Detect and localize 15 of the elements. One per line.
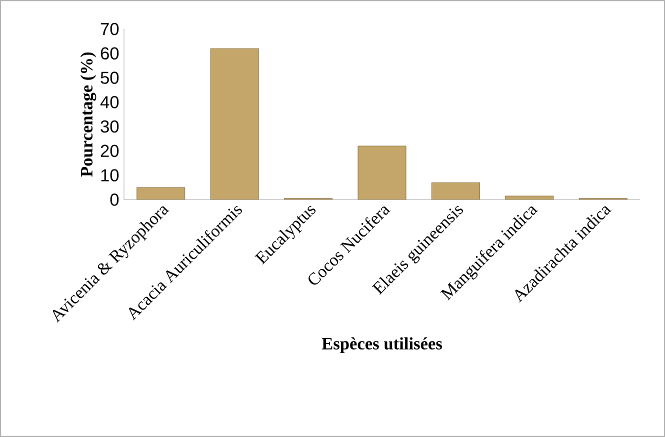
- bar: [431, 182, 480, 200]
- bar: [358, 146, 406, 200]
- y-tick-label: 0: [110, 194, 119, 206]
- y-axis-title: Pourcentage (%): [80, 52, 96, 177]
- y-tick-label: 70: [100, 22, 119, 36]
- y-tick-label: 50: [100, 72, 119, 84]
- x-axis-title: Espèces utilisées: [322, 337, 442, 354]
- y-tick-label: 30: [100, 120, 119, 133]
- bar: [136, 187, 186, 200]
- y-tick-label: 20: [100, 144, 119, 158]
- y-tick-label: 10: [101, 169, 119, 182]
- bar: [505, 196, 554, 200]
- bar: [210, 48, 259, 200]
- y-tick-label: 40: [100, 96, 119, 108]
- y-tick-label: 60: [100, 47, 119, 60]
